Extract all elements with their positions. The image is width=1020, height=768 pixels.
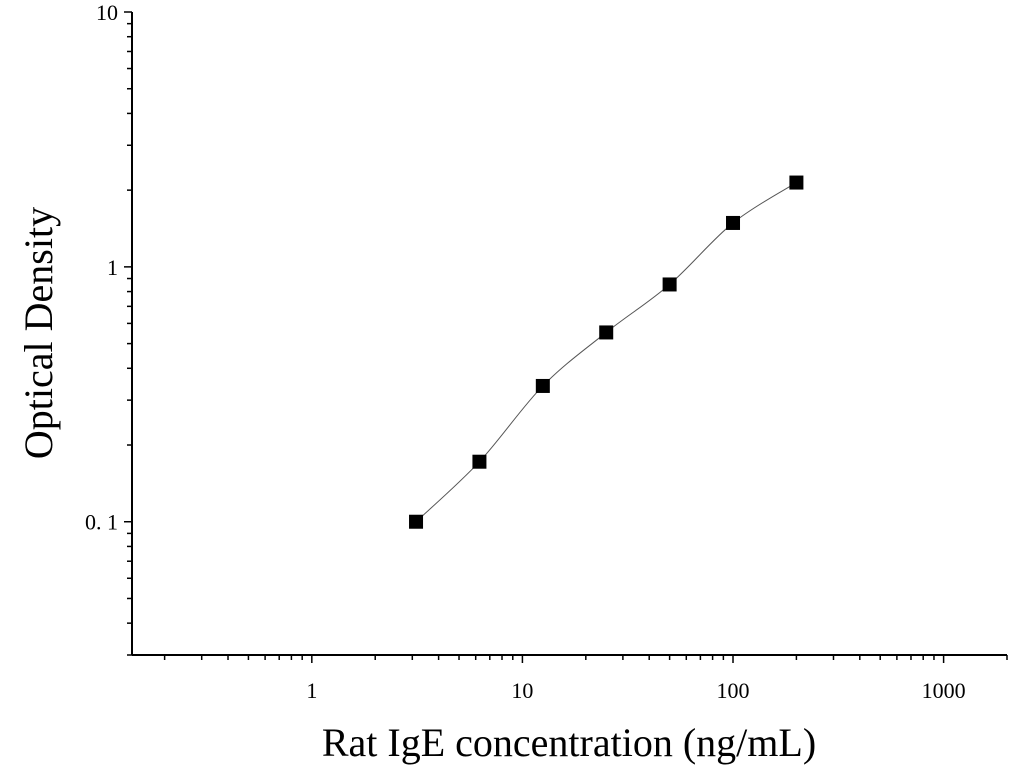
- y-tick-label: 0. 1: [85, 510, 118, 535]
- data-point: [409, 514, 424, 529]
- x-axis-title: Rat IgE concentration (ng/mL): [322, 720, 816, 765]
- x-tick-label: 1000: [922, 678, 966, 703]
- x-tick-label: 1: [306, 678, 317, 703]
- x-tick-label: 100: [717, 678, 750, 703]
- axes: 1 10 100 1000 0. 1 1 10: [85, 0, 1008, 703]
- data-point: [599, 325, 614, 340]
- data-point: [535, 378, 550, 393]
- fit-curve: [415, 182, 797, 523]
- y-tick-label: 10: [96, 0, 118, 25]
- data-points: [409, 175, 804, 529]
- fit-curve-group: [415, 182, 797, 523]
- data-point: [472, 454, 487, 469]
- data-point: [789, 175, 804, 190]
- data-point: [662, 277, 677, 292]
- x-tick-label: 10: [511, 678, 533, 703]
- data-point: [726, 215, 741, 230]
- y-axis-title: Optical Density: [16, 207, 61, 459]
- y-tick-label: 1: [107, 255, 118, 280]
